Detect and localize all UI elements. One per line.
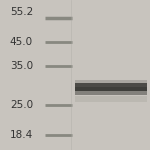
Text: 55.2: 55.2 bbox=[10, 7, 33, 17]
Text: 25.0: 25.0 bbox=[10, 100, 33, 110]
Text: 35.0: 35.0 bbox=[10, 61, 33, 71]
Bar bbox=[75, 80, 147, 83]
Bar bbox=[75, 83, 147, 87]
Text: 45.0: 45.0 bbox=[10, 37, 33, 47]
Bar bbox=[75, 96, 147, 102]
Bar bbox=[75, 83, 147, 91]
Bar bbox=[75, 91, 147, 94]
Text: 18.4: 18.4 bbox=[10, 130, 33, 140]
Bar bbox=[75, 87, 147, 91]
